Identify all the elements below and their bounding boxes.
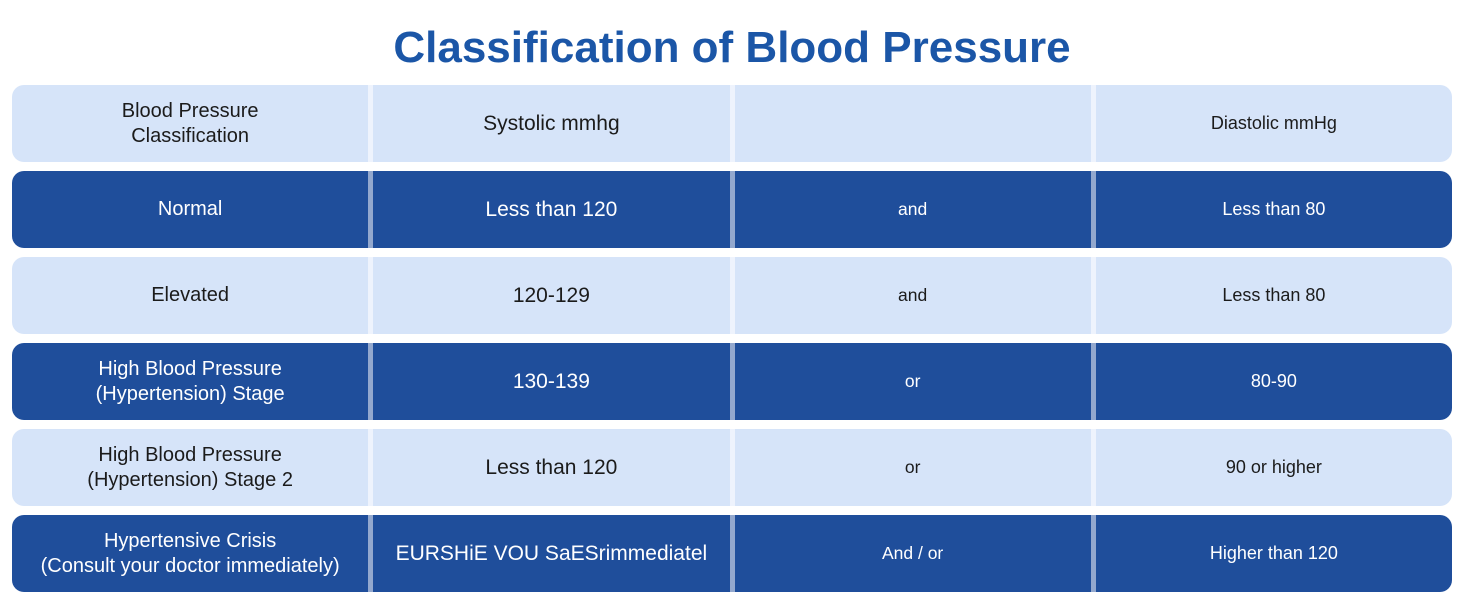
- table-cell: and: [729, 171, 1091, 248]
- table-cell: 90 or higher: [1090, 429, 1452, 506]
- table-cell: Hypertensive Crisis (Consult your doctor …: [12, 515, 368, 592]
- table-row: High Blood Pressure (Hypertension) Stage …: [12, 429, 1452, 506]
- table-cell: Less than 120: [368, 429, 729, 506]
- table-cell: or: [729, 429, 1091, 506]
- cell-text-line: EURSHiE VOU SaESrimmediatel: [395, 541, 708, 565]
- cell-text-line: And / or: [881, 542, 944, 563]
- cell-text-line: and: [898, 198, 928, 219]
- table-cell: High Blood Pressure (Hypertension) Stage: [12, 343, 368, 420]
- table-row: Elevated 120-129 and Less than 80: [12, 257, 1452, 334]
- cell-text-line: Diastolic mmHg: [1210, 112, 1337, 133]
- table-cell: Elevated: [12, 257, 368, 334]
- cell-text-line: or: [904, 370, 921, 391]
- cell-text-line: Classification: [131, 124, 250, 147]
- table-cell: Less than 120: [368, 171, 729, 248]
- cell-text-line: (Hypertension) Stage: [95, 382, 285, 405]
- cell-text-line: Less than 120: [485, 455, 618, 479]
- cell-text-line: Less than 80: [1222, 284, 1326, 305]
- table-cell: 80-90: [1090, 343, 1452, 420]
- cell-text-line: Less than 80: [1222, 198, 1326, 219]
- cell-text-line: (Hypertension) Stage 2: [87, 468, 293, 491]
- table-row: Normal Less than 120 and Less than 80: [12, 171, 1452, 248]
- cell-text-line: Blood Pressure: [121, 100, 259, 123]
- table-cell: 120-129: [368, 257, 729, 334]
- table-cell: Less than 80: [1090, 257, 1452, 334]
- cell-text-line: Normal: [157, 198, 223, 221]
- table-header-cell: Blood Pressure Classification: [12, 85, 368, 162]
- table-cell: EURSHiE VOU SaESrimmediatel: [368, 515, 729, 592]
- cell-text-line: or: [904, 456, 921, 477]
- cell-text-line: Systolic mmhg: [483, 111, 620, 135]
- table-cell: or: [729, 343, 1091, 420]
- blood-pressure-table: Blood Pressure Classification Systolic mmh…: [12, 85, 1452, 592]
- cell-text-line: Less than 120: [485, 197, 618, 221]
- cell-text-line: 120-129: [512, 283, 590, 307]
- table-row: Hypertensive Crisis (Consult your doctor …: [12, 515, 1452, 592]
- table-cell: Less than 80: [1090, 171, 1452, 248]
- cell-text-line: 130-139: [512, 369, 590, 393]
- table-row: High Blood Pressure (Hypertension) Stage 1…: [12, 343, 1452, 420]
- table-header-cell: [729, 85, 1091, 162]
- cell-text-line: High Blood Pressure: [98, 358, 282, 381]
- table-cell: High Blood Pressure (Hypertension) Stage …: [12, 429, 368, 506]
- cell-text-line: Higher than 120: [1209, 542, 1338, 563]
- cell-text-line: Elevated: [151, 284, 230, 307]
- table-cell: Higher than 120: [1090, 515, 1452, 592]
- table-cell: Normal: [12, 171, 368, 248]
- cell-text-line: 90 or higher: [1225, 456, 1322, 477]
- cell-text-line: and: [898, 284, 928, 305]
- table-cell: and: [729, 257, 1091, 334]
- cell-text-line: Hypertensive Crisis: [103, 530, 277, 553]
- table-header-cell: Diastolic mmHg: [1090, 85, 1452, 162]
- table-header-row: Blood Pressure Classification Systolic mmh…: [12, 85, 1452, 162]
- table-cell: 130-139: [368, 343, 729, 420]
- page-title: Classification of Blood Pressure: [393, 22, 1071, 72]
- cell-text-line: (Consult your doctor immediately): [40, 554, 340, 577]
- table-header-cell: Systolic mmhg: [368, 85, 729, 162]
- table-cell: And / or: [729, 515, 1091, 592]
- cell-text-line: 80-90: [1250, 370, 1297, 391]
- cell-text-line: High Blood Pressure: [98, 444, 282, 467]
